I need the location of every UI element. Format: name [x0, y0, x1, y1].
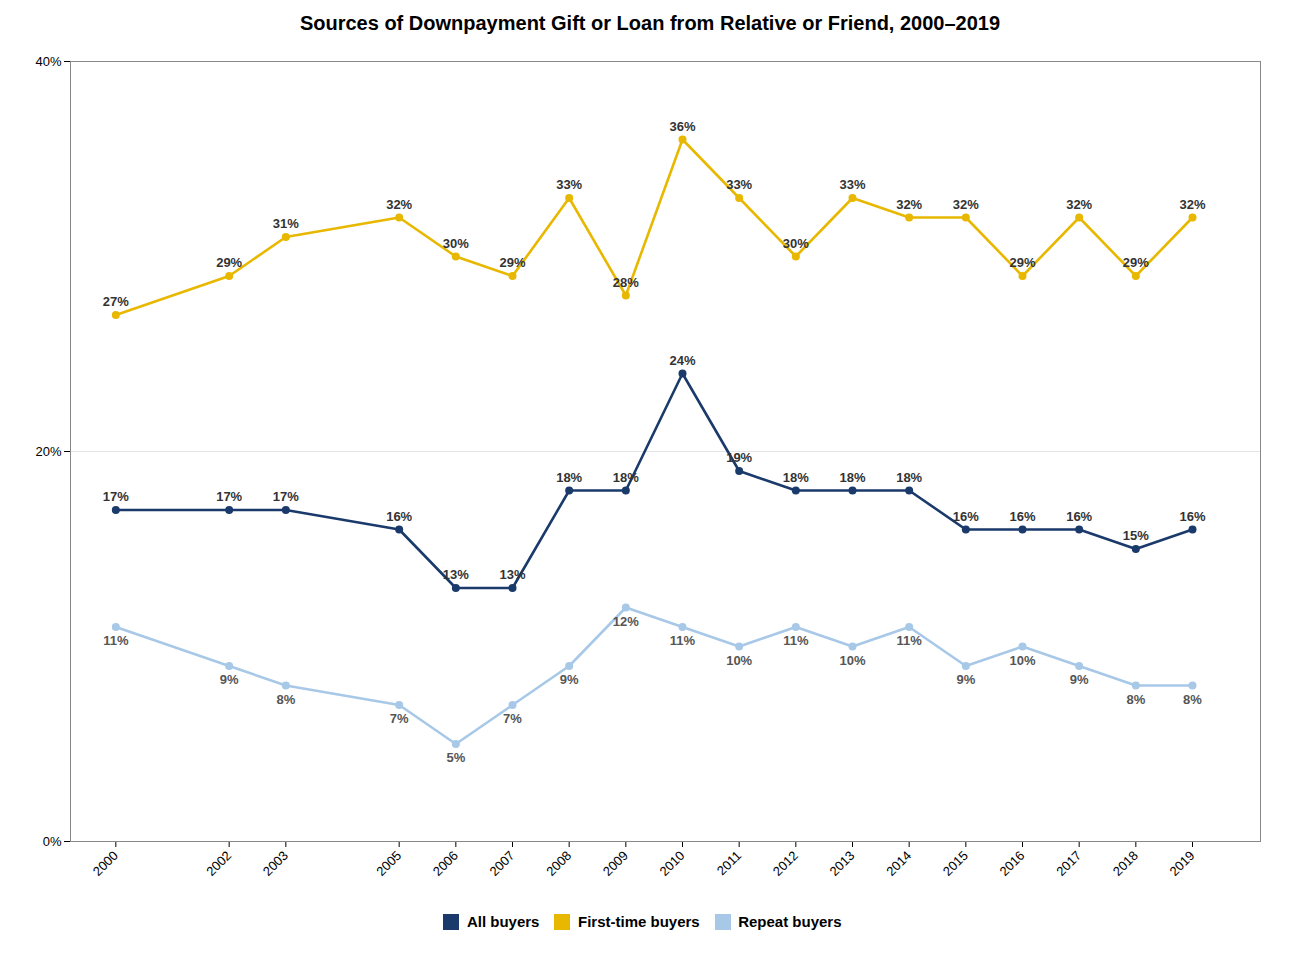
svg-text:20%: 20%: [35, 444, 61, 459]
svg-text:10%: 10%: [839, 653, 865, 668]
svg-text:8%: 8%: [1126, 692, 1145, 707]
html-text:First-time buyers: First-time buyers: [578, 913, 700, 930]
svg-text:2019: 2019: [1167, 848, 1198, 879]
svg-text:17%: 17%: [216, 489, 242, 504]
svg-text:18%: 18%: [839, 470, 865, 485]
svg-text:40%: 40%: [35, 54, 61, 69]
html-text:Sources of Downpayment Gift or: Sources of Downpayment Gift or Loan from…: [299, 12, 1001, 34]
svg-text:17%: 17%: [273, 489, 299, 504]
svg-text:2008: 2008: [543, 848, 574, 879]
svg-text:32%: 32%: [896, 197, 922, 212]
svg-text:2005: 2005: [373, 848, 404, 879]
svg-text:33%: 33%: [839, 177, 865, 192]
svg-text:10%: 10%: [1009, 653, 1035, 668]
svg-text:2007: 2007: [487, 848, 518, 879]
svg-text:33%: 33%: [726, 177, 752, 192]
svg-text:16%: 16%: [1179, 509, 1205, 524]
svg-text:18%: 18%: [613, 470, 639, 485]
svg-text:29%: 29%: [1009, 255, 1035, 270]
svg-text:32%: 32%: [386, 197, 412, 212]
svg-text:24%: 24%: [669, 353, 695, 368]
svg-text:2014: 2014: [883, 848, 914, 879]
svg-text:2003: 2003: [260, 848, 291, 879]
svg-text:11%: 11%: [670, 633, 696, 648]
svg-text:36%: 36%: [669, 119, 695, 134]
svg-text:29%: 29%: [216, 255, 242, 270]
svg-text:8%: 8%: [1183, 692, 1202, 707]
svg-text:18%: 18%: [783, 470, 809, 485]
svg-text:29%: 29%: [1123, 255, 1149, 270]
svg-text:10%: 10%: [726, 653, 752, 668]
svg-text:2000: 2000: [90, 848, 121, 879]
svg-text:18%: 18%: [556, 470, 582, 485]
svg-text:16%: 16%: [386, 509, 412, 524]
svg-text:19%: 19%: [726, 450, 752, 465]
svg-text:32%: 32%: [1179, 197, 1205, 212]
svg-text:7%: 7%: [390, 711, 409, 726]
svg-text:12%: 12%: [613, 614, 639, 629]
svg-text:11%: 11%: [783, 633, 809, 648]
svg-text:9%: 9%: [560, 672, 579, 687]
svg-text:13%: 13%: [499, 567, 525, 582]
svg-text:27%: 27%: [103, 294, 129, 309]
svg-text:11%: 11%: [897, 633, 923, 648]
svg-text:9%: 9%: [956, 672, 975, 687]
svg-text:30%: 30%: [783, 236, 809, 251]
svg-text:2018: 2018: [1110, 848, 1141, 879]
svg-text:11%: 11%: [103, 633, 129, 648]
svg-text:2011: 2011: [714, 848, 744, 878]
svg-text:8%: 8%: [276, 692, 295, 707]
svg-text:2016: 2016: [997, 848, 1028, 879]
svg-text:0%: 0%: [43, 834, 62, 849]
svg-text:2002: 2002: [203, 848, 234, 879]
svg-text:13%: 13%: [443, 567, 469, 582]
svg-text:9%: 9%: [1070, 672, 1089, 687]
svg-text:28%: 28%: [613, 275, 639, 290]
svg-text:30%: 30%: [443, 236, 469, 251]
svg-text:7%: 7%: [503, 711, 522, 726]
svg-text:16%: 16%: [1009, 509, 1035, 524]
svg-text:18%: 18%: [896, 470, 922, 485]
html-text:Repeat buyers: Repeat buyers: [738, 913, 842, 930]
svg-text:31%: 31%: [273, 216, 299, 231]
svg-text:2012: 2012: [770, 848, 801, 879]
svg-text:16%: 16%: [953, 509, 979, 524]
svg-text:2015: 2015: [940, 848, 971, 879]
svg-text:5%: 5%: [446, 750, 465, 765]
svg-text:15%: 15%: [1123, 528, 1149, 543]
svg-text:2006: 2006: [430, 848, 461, 879]
svg-text:17%: 17%: [103, 489, 129, 504]
svg-text:33%: 33%: [556, 177, 582, 192]
svg-text:2010: 2010: [657, 848, 688, 879]
html-text:All buyers: All buyers: [466, 913, 540, 930]
svg-text:2009: 2009: [600, 848, 631, 879]
svg-text:9%: 9%: [220, 672, 239, 687]
svg-text:2017: 2017: [1053, 848, 1084, 879]
svg-text:2013: 2013: [827, 848, 858, 879]
svg-text:32%: 32%: [1066, 197, 1092, 212]
svg-text:16%: 16%: [1066, 509, 1092, 524]
svg-text:32%: 32%: [953, 197, 979, 212]
svg-text:29%: 29%: [499, 255, 525, 270]
